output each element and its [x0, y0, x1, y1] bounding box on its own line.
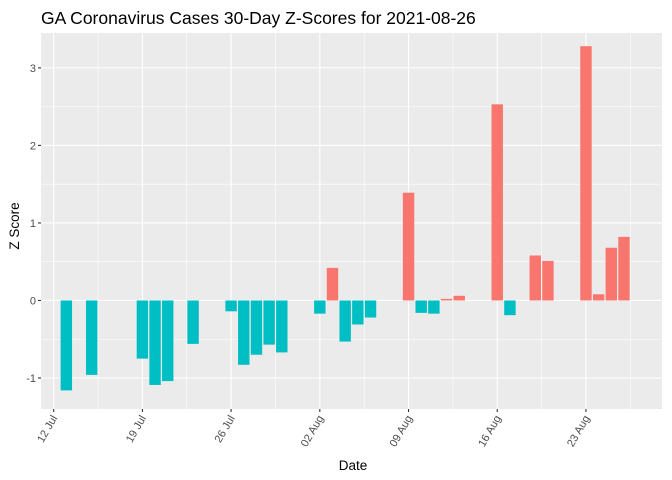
bar-2021-07-13	[60, 300, 73, 391]
bar-2021-08-03	[326, 267, 339, 301]
x-axis: 12 Jul 19 Jul 26 Jul 02 Aug 09 Aug 16 Aug 23 A…	[35, 409, 593, 450]
x-axis-title: Date	[339, 458, 368, 473]
bar-series	[60, 46, 630, 391]
bar-2021-08-04	[339, 300, 351, 342]
x-tick-label: 19 Jul	[124, 414, 149, 445]
bar-2021-08-13	[453, 295, 465, 301]
bar-2021-08-20	[542, 260, 554, 301]
x-tick-label: 09 Aug	[388, 414, 416, 450]
chart-title: GA Coronavirus Cases 30-Day Z-Scores for…	[41, 8, 476, 28]
y-tick-label: 2	[30, 140, 36, 152]
bar-2021-08-19	[529, 255, 541, 301]
bar-2021-08-24	[592, 294, 605, 301]
bar-2021-07-23	[187, 300, 199, 344]
bar-2021-08-26	[618, 236, 630, 301]
bar-2021-07-20	[149, 300, 161, 385]
y-axis: -1 0 1 2 3	[26, 63, 41, 385]
y-tick-label: 1	[30, 218, 36, 230]
y-tick-label: -1	[26, 373, 36, 385]
bar-2021-08-06	[364, 300, 377, 318]
bar-2021-07-19	[136, 300, 149, 359]
y-tick-label: 3	[30, 63, 36, 75]
bar-2021-07-28	[250, 300, 263, 355]
plot-panel	[41, 33, 662, 409]
bar-2021-08-09	[402, 192, 415, 301]
bar-2021-07-30	[276, 300, 288, 353]
bar-2021-08-10	[415, 300, 427, 313]
bar-2021-08-17	[504, 300, 516, 316]
bar-2021-07-15	[85, 300, 98, 375]
bar-2021-08-05	[352, 300, 364, 325]
bar-2021-08-12	[440, 298, 453, 301]
bar-2021-08-02	[314, 300, 326, 314]
y-axis-title: Z Score	[7, 202, 22, 249]
bar-2021-08-16	[491, 104, 503, 301]
bar-2021-07-29	[263, 300, 275, 345]
bar-2021-08-25	[605, 247, 618, 301]
x-tick-label: 16 Aug	[476, 414, 504, 450]
x-tick-label: 02 Aug	[299, 414, 327, 450]
y-tick-label: 0	[30, 295, 36, 307]
x-tick-label: 12 Jul	[35, 414, 60, 445]
bar-2021-07-26	[225, 300, 237, 312]
gridlines	[41, 33, 662, 409]
x-tick-label: 23 Aug	[565, 414, 593, 450]
bar-2021-07-21	[162, 300, 174, 382]
bar-2021-07-27	[238, 300, 250, 365]
bar-2021-08-11	[428, 300, 440, 314]
x-tick-label: 26 Jul	[213, 414, 238, 445]
bar-2021-08-23	[580, 46, 592, 301]
